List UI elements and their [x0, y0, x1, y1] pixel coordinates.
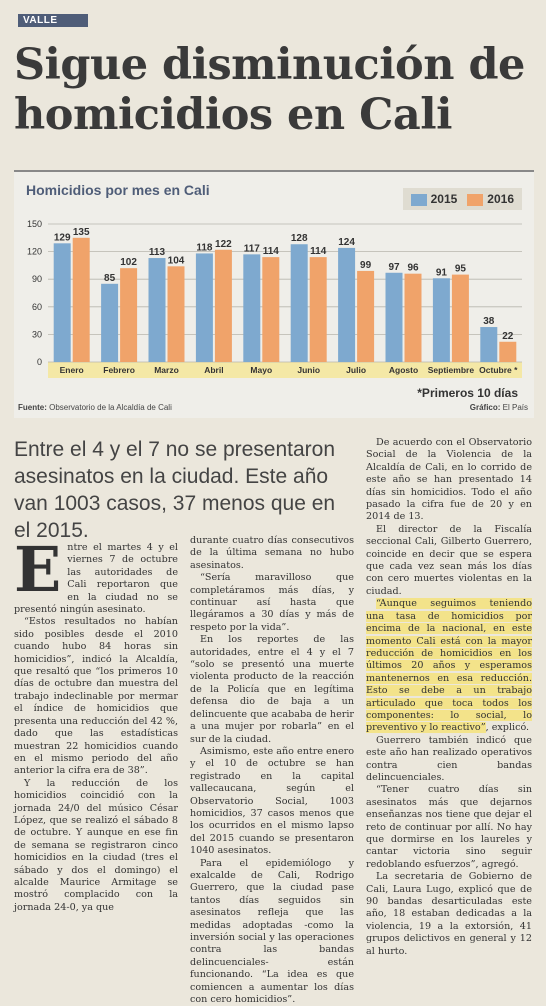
category-label: Marzo — [154, 365, 179, 375]
category-label: Octubre * — [479, 365, 518, 375]
paragraph: Guerrero también indicó que este año han… — [366, 734, 532, 783]
bar-2015 — [53, 243, 71, 362]
data-label: 95 — [455, 264, 467, 275]
paragraph: Asimismo, este año entre enero y el 10 d… — [190, 745, 354, 857]
bar-2016 — [451, 274, 469, 362]
paragraph: El director de la Fiscalía seccional Cal… — [366, 523, 532, 597]
paragraph: “Estos resultados no habían sido posible… — [14, 616, 178, 777]
bar-2016 — [120, 268, 138, 362]
legend-swatch — [467, 193, 484, 206]
paragraph: Para el epidemiólogo y exalcalde de Cali… — [190, 857, 354, 1006]
bar-2015 — [148, 258, 166, 362]
bar-2015 — [101, 283, 119, 362]
paragraph: “Tener cuatro días sin asesinatos más qu… — [366, 784, 532, 870]
data-label: 99 — [360, 260, 372, 271]
bar-2016 — [214, 249, 232, 362]
y-tick-label: 120 — [27, 247, 42, 257]
data-label: 135 — [73, 227, 90, 238]
data-label: 129 — [54, 232, 71, 243]
paragraph: durante cuatro días consecutivos de la ú… — [190, 535, 354, 571]
data-label: 22 — [502, 331, 514, 342]
y-tick-label: 60 — [32, 302, 42, 312]
data-label: 96 — [407, 263, 419, 274]
chart-title: Homicidios por mes en Cali — [26, 182, 210, 198]
y-tick-label: 90 — [32, 274, 42, 284]
credit-label: Gráfico: — [469, 403, 501, 412]
credit-text: El País — [502, 403, 528, 412]
data-label: 85 — [104, 273, 116, 284]
source-label: Fuente: — [18, 403, 47, 412]
source-text: Observatorio de la Alcaldía de Cali — [49, 403, 172, 412]
data-label: 97 — [388, 262, 400, 273]
category-label: Julio — [346, 365, 366, 375]
dropcap: E — [14, 533, 62, 606]
category-label: Mayo — [250, 365, 272, 375]
data-label: 104 — [168, 255, 185, 266]
data-label: 128 — [291, 233, 308, 244]
article-column-1: E ntre el martes 4 y el viernes 7 de oct… — [14, 533, 178, 914]
bar-2016 — [167, 266, 185, 362]
bar-2015 — [290, 244, 308, 362]
paragraph: De acuerdo con el Observatorio Social de… — [366, 437, 532, 523]
data-label: 102 — [120, 257, 137, 268]
bar-2015 — [195, 253, 213, 362]
legend-item-2016: 2016 — [467, 192, 514, 206]
data-label: 114 — [263, 246, 280, 257]
bar-2016 — [357, 270, 375, 362]
category-label: Enero — [60, 365, 84, 375]
data-label: 114 — [310, 246, 327, 257]
data-label: 117 — [244, 243, 261, 254]
legend-item-2015: 2015 — [410, 192, 458, 206]
paragraph: En los reportes de las autoridades, entr… — [190, 634, 354, 745]
bar-2016 — [309, 257, 327, 362]
category-label: Septiembre — [428, 365, 475, 375]
paragraph: Y la reducción de los homicidios coincid… — [14, 777, 178, 913]
article-column-2: durante cuatro días consecutivos de la ú… — [190, 535, 354, 1006]
paragraph: La secretaria de Gobierno de Cali, Laura… — [366, 871, 532, 957]
deck: Entre el 4 y el 7 no se presentaron ases… — [14, 438, 336, 542]
category-label: Junio — [297, 365, 320, 375]
article-column-3: De acuerdo con el Observatorio Social de… — [366, 437, 532, 958]
category-label: Abril — [204, 365, 223, 375]
legend-label: 2015 — [430, 192, 458, 206]
data-label: 122 — [215, 239, 232, 250]
data-label: 38 — [483, 316, 495, 327]
bar-2016 — [499, 341, 517, 362]
chart-source: Fuente: Observatorio de la Alcaldía de C… — [18, 403, 172, 412]
data-label: 118 — [196, 242, 213, 253]
bar-2016 — [72, 237, 90, 362]
bar-2015 — [480, 327, 498, 362]
data-label: 113 — [149, 247, 166, 258]
highlighted-quote-paragraph: “Aunque seguimos teniendo una tasa de ho… — [366, 598, 532, 734]
bar-chart: 0306090120150129135Enero85102Febrero1131… — [27, 219, 522, 378]
highlighted-quote: “Aunque seguimos teniendo una tasa de ho… — [366, 598, 532, 734]
quote-attribution: , explicó. — [485, 722, 530, 734]
bar-2016 — [404, 273, 422, 362]
y-tick-label: 30 — [32, 329, 42, 339]
category-band — [48, 362, 522, 378]
bar-2016 — [262, 257, 280, 362]
section-tag: VALLE — [18, 14, 88, 27]
headline: Sigue disminución de homicidios en Cali — [14, 40, 525, 140]
chart-credit: Gráfico: El País — [470, 403, 528, 412]
chart-box: Homicidios por mes en Cali 2015 2016 0 30… — [14, 170, 534, 418]
legend-swatch — [410, 193, 427, 206]
chart-legend: 2015 2016 — [402, 188, 522, 210]
paragraph: ntre el martes 4 y el viernes 7 de octub… — [14, 542, 178, 616]
category-label: Febrero — [103, 365, 135, 375]
bar-2015 — [385, 272, 403, 362]
chart-note: *Primeros 10 días — [417, 386, 518, 400]
bar-2015 — [338, 247, 356, 362]
y-tick-label: 0 — [37, 357, 42, 367]
legend-label: 2016 — [487, 192, 514, 206]
paragraph: “Sería maravilloso que completáramos más… — [190, 572, 354, 633]
bar-2015 — [243, 254, 261, 362]
category-label: Agosto — [389, 365, 418, 375]
data-label: 91 — [436, 267, 448, 278]
y-tick-label: 150 — [27, 219, 42, 229]
data-label: 124 — [338, 237, 355, 248]
bar-2015 — [432, 278, 450, 362]
